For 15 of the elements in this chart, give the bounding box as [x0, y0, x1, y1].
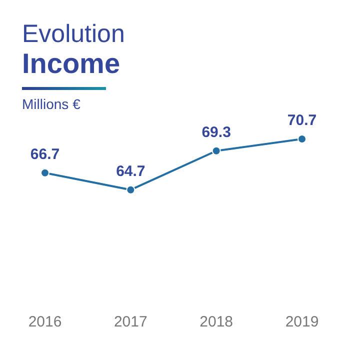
point: [212, 146, 221, 156]
data-label: 66.7: [30, 146, 60, 163]
chart-title: Evolution: [22, 20, 125, 48]
x-tick-label: 2018: [200, 314, 234, 331]
chart-subtitle: Income: [22, 48, 120, 80]
point: [298, 134, 306, 144]
data-label: 69.3: [202, 124, 231, 141]
y-axis-title: Millions €: [22, 96, 80, 112]
x-tick-label: 2017: [114, 314, 148, 331]
point: [126, 185, 136, 194]
data-label: 64.7: [116, 162, 146, 180]
x-tick-label: 2019: [285, 314, 319, 331]
x-tick-label: 2016: [28, 314, 62, 331]
point: [40, 168, 50, 178]
data-label: 70.7: [287, 112, 317, 129]
